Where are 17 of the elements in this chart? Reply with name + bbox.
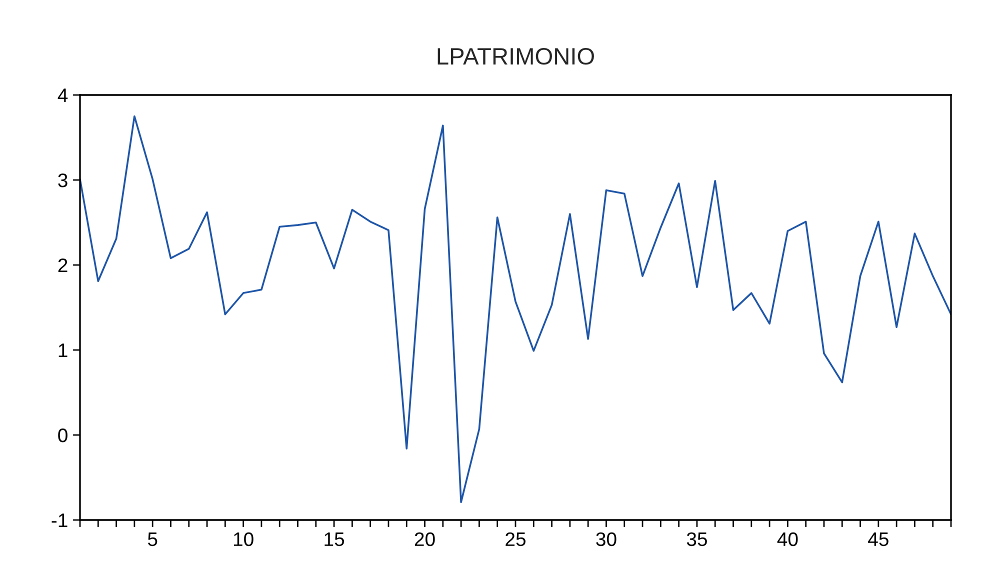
chart-title: LPATRIMONIO — [438, 48, 594, 65]
line-series — [80, 115, 951, 504]
y-tick-label: 0 — [58, 428, 68, 442]
x-tick-label: 35 — [686, 532, 707, 546]
y-tick-label: 4 — [58, 88, 68, 102]
x-tick-label: 30 — [596, 532, 616, 546]
y-tick-label: -1 — [52, 514, 68, 528]
x-tick-label: 10 — [234, 532, 254, 546]
y-tick-label: 3 — [58, 173, 68, 188]
x-tick-label: 25 — [506, 532, 526, 546]
y-tick-label: 2 — [58, 258, 68, 272]
x-tick-label: 15 — [324, 532, 344, 546]
x-tick-label: 45 — [868, 532, 888, 546]
x-tick-label: 5 — [148, 532, 158, 546]
y-tick-label: 1 — [58, 344, 68, 358]
x-tick-label: 40 — [777, 532, 798, 546]
x-tick-label: 20 — [414, 532, 435, 546]
